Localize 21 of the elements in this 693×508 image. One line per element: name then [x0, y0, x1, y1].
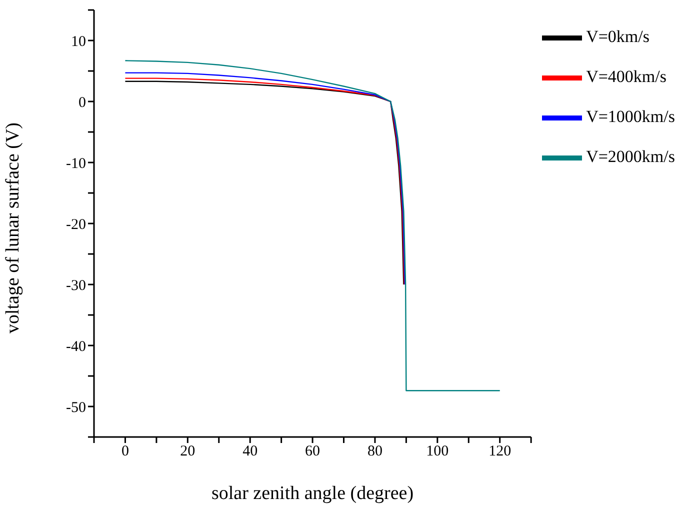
x-axis-title: solar zenith angle (degree)	[212, 483, 414, 504]
x-tick-label: 40	[242, 444, 258, 460]
x-tick-label: 20	[180, 444, 196, 460]
x-tick-label: 0	[121, 444, 129, 460]
y-tick-label: -50	[66, 400, 86, 416]
x-tick-label: 100	[426, 444, 449, 460]
y-axis-title: voltage of lunar surface (V)	[2, 122, 24, 334]
legend-label: V=2000km/s	[586, 146, 675, 166]
x-tick-label: 120	[488, 444, 512, 460]
line-series	[124, 60, 500, 392]
y-tick-label: -10	[66, 156, 86, 172]
y-tick-label: -30	[66, 278, 86, 294]
x-tick-label: 60	[305, 444, 320, 460]
y-tick-label: -40	[66, 338, 86, 355]
legend-label: V=0km/s	[586, 26, 650, 46]
x-tick-label: 80	[367, 444, 382, 460]
legend-label: V=400km/s	[586, 66, 666, 86]
legend-label: V=1000km/s	[586, 106, 675, 126]
y-tick-label: -20	[66, 216, 86, 233]
y-tick-label: 10	[71, 34, 86, 50]
y-tick-label: 0	[78, 94, 86, 111]
